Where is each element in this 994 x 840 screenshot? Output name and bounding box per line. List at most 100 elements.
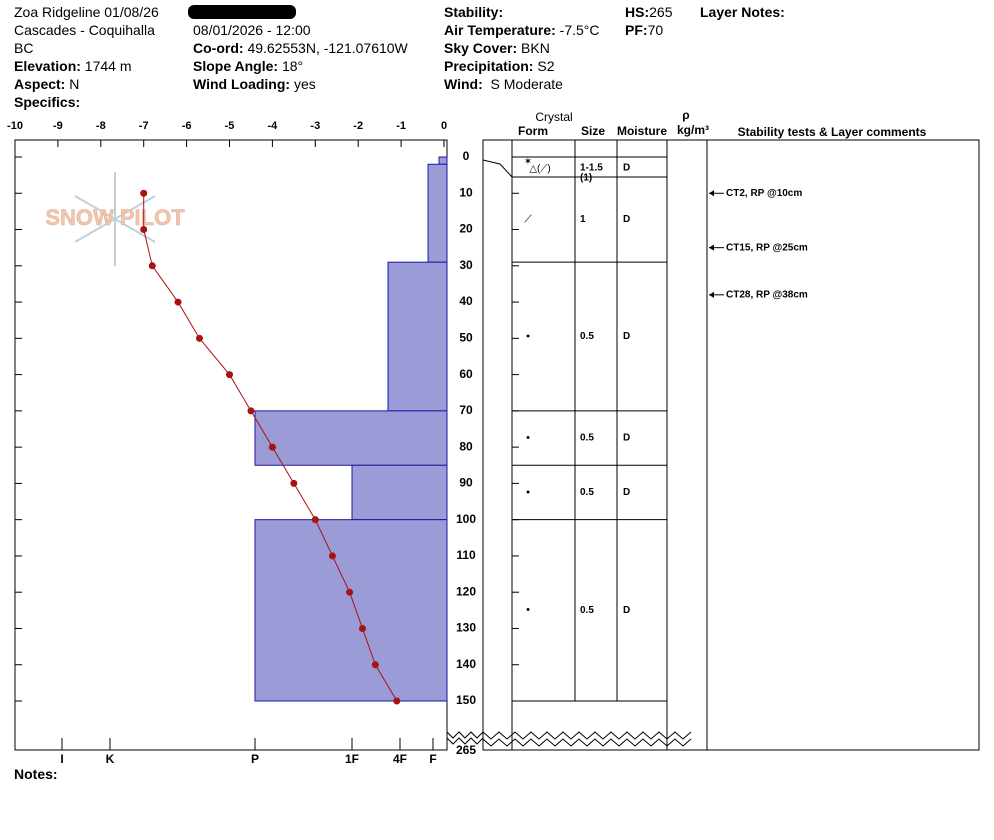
arrow-head — [709, 190, 714, 197]
hs-tick-label: 265 — [456, 743, 476, 757]
field: Elevation: 1744 m — [14, 58, 132, 74]
field: Precipitation: S2 — [444, 58, 554, 74]
layers-frame — [482, 139, 980, 751]
hardness-tick-label: P — [251, 752, 259, 766]
column-lines — [482, 140, 708, 750]
hardness-tick-label: I — [60, 752, 63, 766]
size: 0.5 — [580, 605, 594, 616]
logo: SNOW PILOT — [45, 172, 185, 266]
header-comments: Stability tests & Layer comments — [738, 125, 927, 139]
label: Aspect: — [14, 76, 66, 92]
y-tick-label: 50 — [459, 331, 473, 345]
hardness-bar — [427, 163, 448, 263]
temperature-point — [311, 516, 319, 524]
y-tick-label: 80 — [459, 439, 473, 453]
temperature-point — [290, 479, 298, 487]
header-rho-unit: kg/m³ — [677, 123, 709, 137]
y-tick-label: 20 — [459, 222, 473, 236]
temperature-point — [174, 298, 182, 306]
site: Zoa Ridgeline 01/08/26 — [14, 4, 159, 20]
moisture: D — [623, 605, 630, 616]
y-tick-label: 0 — [463, 149, 470, 163]
header-rho: ρ — [682, 108, 689, 122]
value: -7.5°C — [559, 22, 600, 38]
temperature-point — [358, 624, 366, 632]
x-tick-label: -4 — [268, 120, 279, 132]
field: Wind Loading: yes — [193, 76, 316, 92]
value: N — [69, 76, 80, 92]
y-tick-label: 150 — [456, 693, 476, 707]
value: yes — [293, 76, 316, 92]
temperature-point — [140, 226, 148, 234]
size: 0.5 — [580, 331, 594, 342]
moisture: D — [623, 487, 630, 498]
label: HS: — [625, 4, 650, 20]
hardness-bar — [387, 261, 448, 412]
field: Wind: S Moderate — [444, 76, 563, 92]
header-size: Size — [581, 124, 605, 138]
hardness-bar — [254, 410, 448, 466]
field: Aspect: N — [14, 76, 79, 92]
temperature-point — [247, 407, 255, 415]
value: 1744 m — [84, 58, 132, 74]
redaction — [188, 5, 296, 19]
label: Wind: — [444, 76, 483, 92]
moisture: D — [623, 331, 630, 342]
size: 0.5 — [580, 433, 594, 444]
value: 49.62553N, -121.07610W — [247, 40, 408, 56]
field: Stability: — [444, 4, 503, 20]
test-label: CT15, RP @25cm — [726, 242, 808, 253]
hardness-bar — [351, 464, 448, 521]
moisture: D — [623, 214, 630, 225]
value: BKN — [521, 40, 550, 56]
field: PF:70 — [625, 22, 663, 38]
temperature-point — [371, 661, 379, 669]
value: 70 — [647, 22, 664, 38]
temperature-point — [328, 552, 336, 560]
moisture: D — [623, 433, 630, 444]
label: Wind Loading: — [193, 76, 291, 92]
form-symbol: ⟋ — [524, 213, 532, 225]
logo-text: SNOW PILOT — [45, 205, 185, 230]
hardness-tick-label: F — [429, 752, 436, 766]
snowflake — [74, 172, 156, 266]
value: S Moderate — [490, 76, 563, 92]
x-tick-label: -1 — [396, 120, 406, 132]
test-label: CT28, RP @38cm — [726, 289, 808, 300]
field: Sky Cover: BKN — [444, 40, 550, 56]
form-symbol: • — [526, 330, 530, 342]
y-tick-label: 110 — [456, 548, 476, 562]
temperature-point — [393, 697, 401, 705]
area: Cascades - Coquihalla — [14, 22, 155, 38]
x-tick-label: -6 — [182, 120, 192, 132]
header-form: Form — [518, 124, 548, 138]
y-tick-label: 60 — [459, 367, 473, 381]
arrow-head — [709, 244, 714, 251]
arrow-head — [709, 291, 714, 298]
temperature-point — [226, 371, 233, 379]
label: Elevation: — [14, 58, 81, 74]
hardness-tick-label: 4F — [393, 752, 407, 766]
y-tick-label: 90 — [459, 476, 473, 490]
x-tick-label: -9 — [53, 120, 63, 132]
label: Co-ord: — [193, 40, 244, 56]
header-moisture: Moisture — [617, 124, 667, 138]
temperature-point — [268, 443, 276, 451]
label: Specifics: — [14, 94, 81, 110]
form-symbol: ✶ — [524, 157, 532, 168]
field: Slope Angle: 18° — [193, 58, 303, 74]
connector — [482, 159, 513, 178]
moisture: D — [623, 163, 630, 174]
field: HS:265 — [625, 4, 672, 20]
value: 18° — [281, 58, 304, 74]
temperature-point — [346, 588, 354, 596]
y-tick-label: 140 — [456, 657, 476, 671]
size-note: (1) — [580, 173, 592, 184]
x-tick-label: -10 — [7, 120, 23, 132]
chart: SNOW PILOT Crystal Form Size Moisture ρ … — [7, 108, 980, 766]
form-symbol: • — [526, 486, 530, 498]
label: Precipitation: — [444, 58, 534, 74]
y-tick-label: 10 — [459, 185, 473, 199]
field: Specifics: — [14, 94, 80, 110]
